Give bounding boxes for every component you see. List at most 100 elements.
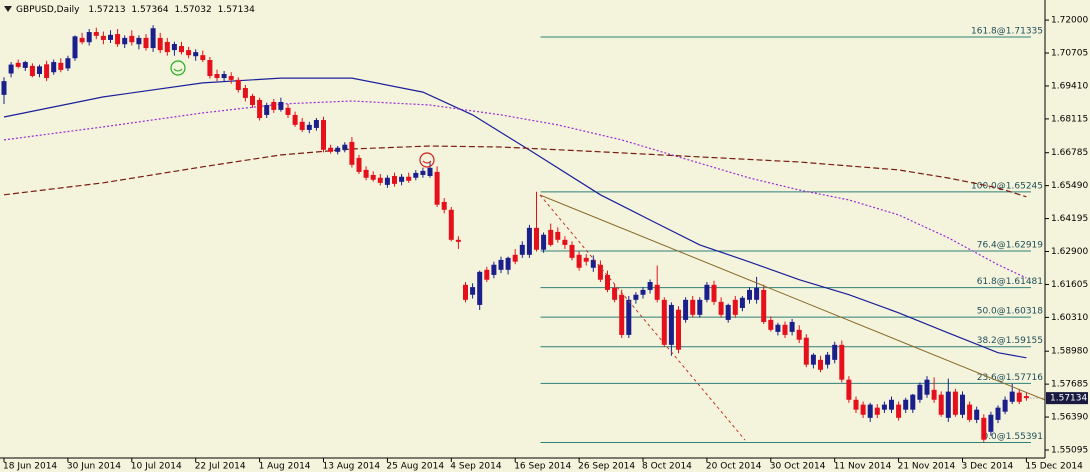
candle-body	[434, 171, 440, 205]
candle-body	[988, 414, 994, 432]
candle-body	[186, 50, 192, 56]
candle-body	[264, 105, 270, 115]
candle-body	[143, 37, 149, 49]
candle-body	[363, 169, 369, 178]
candle-body	[242, 87, 248, 98]
fib-label: 76.4@1.62919	[977, 241, 1044, 251]
candle-body	[718, 301, 724, 315]
candle-body	[647, 282, 653, 290]
candle-body	[306, 124, 312, 130]
trend-line	[539, 194, 1046, 401]
header-open: 1.57213	[88, 5, 125, 15]
candle-body	[164, 41, 170, 53]
candle-body	[15, 62, 21, 67]
smiley-icon	[422, 160, 432, 164]
candle-body	[562, 239, 568, 245]
candle-body	[349, 141, 355, 165]
candle-body	[1009, 391, 1015, 402]
candle-body	[278, 101, 284, 110]
plot-area: 161.8@1.71335 100.0@1.65245 76.4@1.62919 61…	[1, 25, 1044, 443]
candle-body	[51, 62, 57, 73]
candle-body	[65, 58, 71, 69]
candle-body	[235, 79, 241, 91]
candle-body	[711, 284, 717, 302]
y-tick-label: 1.66785	[1051, 148, 1088, 158]
candle-body	[853, 399, 859, 410]
x-tick-label: 25 Aug 2014	[386, 462, 444, 472]
candle-body	[825, 354, 831, 365]
x-tick-label: 16 Sep 2014	[514, 462, 571, 472]
x-tick-label: 26 Sep 2014	[578, 462, 635, 472]
candle-body	[924, 379, 930, 395]
candle-body	[441, 201, 447, 210]
candle-body	[257, 99, 263, 118]
candle-body	[299, 121, 305, 130]
candle-body	[896, 404, 902, 418]
header-low: 1.57032	[175, 5, 212, 15]
candle-body	[874, 407, 880, 415]
candle-body	[228, 76, 234, 80]
candle-body	[179, 46, 184, 53]
y-tick-label: 1.56390	[1051, 413, 1088, 423]
candle-body	[754, 287, 760, 300]
candle-body	[747, 289, 752, 300]
x-tick-label: 4 Sep 2014	[450, 462, 502, 472]
candle-body	[406, 176, 412, 181]
price-label-box	[1046, 392, 1088, 405]
candle-body	[555, 231, 561, 240]
candle-body	[832, 344, 838, 360]
candle-body	[250, 95, 255, 106]
candle-body	[79, 37, 85, 43]
candle-body	[100, 35, 106, 40]
header-high: 1.57364	[131, 5, 168, 15]
candle-body	[605, 274, 610, 290]
candle-body	[548, 229, 554, 245]
candle-body	[108, 34, 113, 40]
candle-body	[960, 394, 965, 415]
candle-body	[597, 264, 603, 280]
candle-body	[498, 259, 504, 270]
candle-body	[654, 284, 660, 300]
candle-body	[1, 81, 7, 95]
candle-body	[72, 36, 78, 59]
candle-body	[974, 409, 980, 420]
x-tick-label: 20 Oct 2014	[706, 462, 762, 472]
candle-body	[704, 284, 710, 300]
candle-body	[995, 407, 1001, 420]
candle-body	[477, 271, 483, 305]
fib-label: 50.0@1.60318	[977, 307, 1044, 317]
candle-body	[612, 287, 618, 300]
y-tick-label: 1.57685	[1051, 380, 1088, 390]
candle-body	[860, 404, 866, 415]
y-tick-label: 1.69410	[1051, 81, 1088, 91]
candle-body	[967, 404, 973, 420]
fib-label: 100.0@1.65245	[971, 181, 1043, 191]
smiley-icon	[419, 152, 435, 168]
x-tick-label: 8 Oct 2014	[642, 462, 692, 472]
candle-body	[1002, 399, 1008, 412]
x-tick-label: 30 Jun 2014	[67, 462, 121, 472]
y-tick-label: 1.65490	[1051, 181, 1088, 191]
y-tick-label: 1.70705	[1051, 49, 1088, 59]
y-tick-label: 1.60310	[1051, 313, 1088, 323]
x-tick-label: 11 Nov 2014	[834, 462, 892, 472]
candle-body	[313, 120, 319, 128]
candle-body	[455, 239, 461, 242]
y-tick-label: 1.64195	[1051, 214, 1088, 224]
x-tick-label: 1 Aug 2014	[259, 462, 311, 472]
candle-body	[448, 209, 454, 240]
candle-body	[661, 299, 667, 345]
candle-body	[413, 172, 419, 178]
candle-body	[789, 321, 795, 332]
candle-body	[881, 404, 887, 410]
candle-body	[129, 35, 135, 43]
moving-average	[3, 77, 1027, 359]
candle-body	[93, 32, 99, 36]
x-tick-label: 15 Dec 2014	[1025, 462, 1083, 472]
candle-body	[37, 66, 42, 75]
symbol: GBPUSD,Daily	[16, 5, 80, 15]
candle-body	[420, 170, 426, 175]
candle-body	[761, 289, 767, 322]
x-tick-label: 3 Dec 2014	[962, 462, 1014, 472]
